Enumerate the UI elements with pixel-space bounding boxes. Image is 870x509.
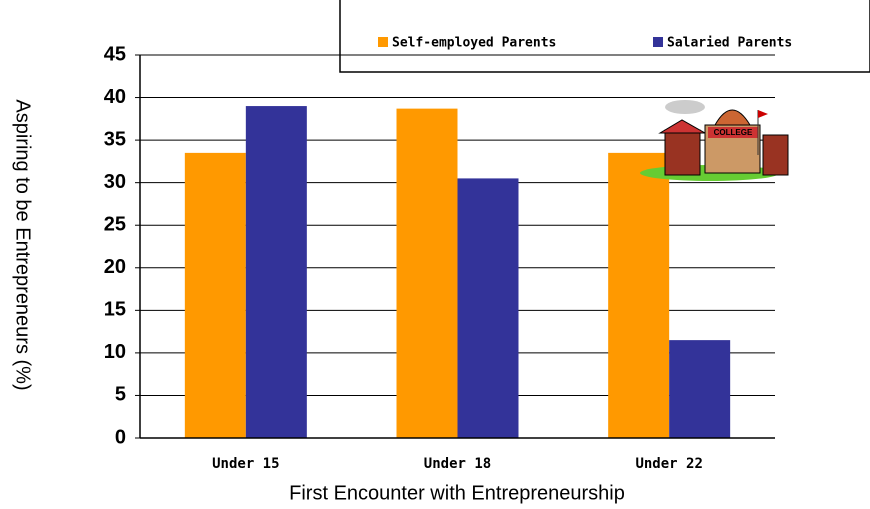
chart: First Encounter with Entrepreneurship As… xyxy=(0,0,870,509)
y-tick-label: 0 xyxy=(115,426,126,448)
y-tick-label: 15 xyxy=(104,299,126,321)
y-axis-title: Aspiring to be Entrepreneurs (%) xyxy=(12,99,34,390)
y-tick-label: 30 xyxy=(104,171,126,193)
x-axis-title: First Encounter with Entrepreneurship xyxy=(289,482,625,504)
y-tick-label: 10 xyxy=(104,341,126,363)
x-tick-label: Under 22 xyxy=(635,456,702,472)
y-tick-label: 45 xyxy=(104,43,126,65)
bar xyxy=(458,178,519,438)
legend-label: Salaried Parents xyxy=(667,36,792,51)
y-tick-label: 5 xyxy=(115,384,126,406)
bar xyxy=(608,153,669,438)
bar xyxy=(397,109,458,438)
legend-swatch xyxy=(653,37,663,47)
bar xyxy=(185,153,246,438)
legend-swatch xyxy=(378,37,388,47)
y-tick-label: 35 xyxy=(104,128,126,150)
bar xyxy=(246,106,307,438)
y-tick-label: 25 xyxy=(104,214,126,236)
bar xyxy=(669,340,730,438)
x-tick-label: Under 15 xyxy=(212,456,279,472)
clipart-label: COLLEGE xyxy=(714,128,753,137)
y-tick-label: 20 xyxy=(104,256,126,278)
y-tick-label: 40 xyxy=(104,86,126,108)
x-tick-label: Under 18 xyxy=(424,456,491,472)
legend-label: Self-employed Parents xyxy=(392,36,556,51)
